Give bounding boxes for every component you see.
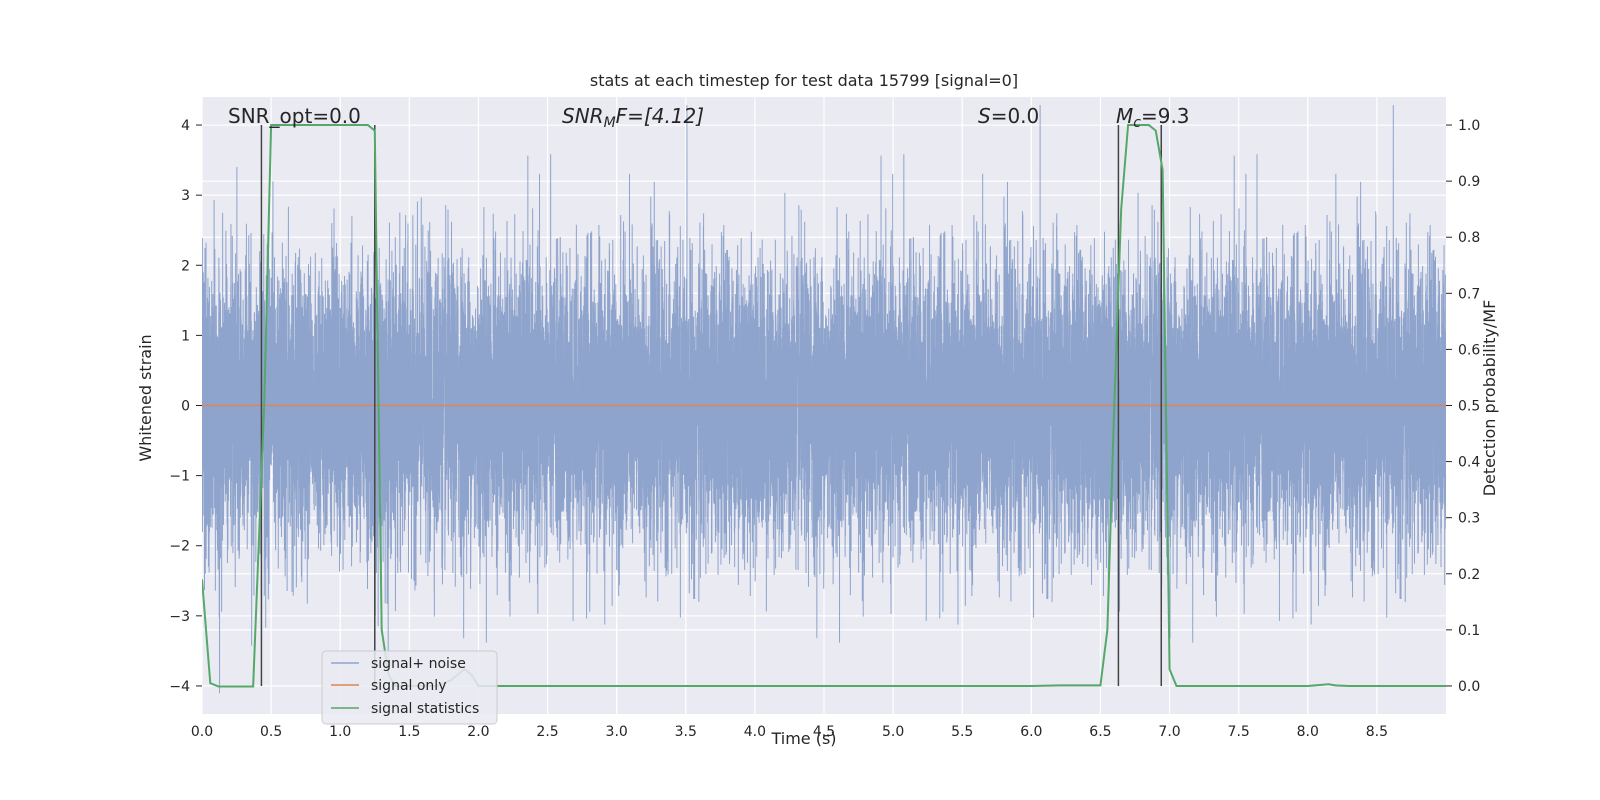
annotation-mc-rest: =9.3 [1141,104,1190,128]
y-right-tick-label: 0.2 [1458,567,1480,583]
y-right-tick-label: 0.0 [1458,679,1480,695]
annotation-snr-mf-base: SNR [562,104,604,128]
legend-label-signal-statistics: signal statistics [371,701,479,717]
x-tick-label: 4.0 [744,724,766,740]
y-right-tick-label: 0.8 [1458,230,1480,246]
x-tick-label: 2.5 [536,724,558,740]
x-tick-label: 0.0 [191,724,213,740]
annotation-snr-mf-rest: F=[4.12] [616,104,704,128]
y-right-tick-label: 0.6 [1458,342,1480,358]
vlines-layer [260,125,1163,686]
annotation-snr-opt: SNR_opt=0.0 [228,104,361,128]
annotation-mc: Mc=9.3 [1116,104,1190,131]
y-tick-label: 2 [181,258,190,274]
series-signal-plus-noise-line [202,105,1446,694]
annotation-mc-sub: c [1133,115,1141,131]
x-tick-label: 1.5 [398,724,420,740]
x-tick-label: 7.5 [1228,724,1250,740]
x-tick-label: 5.0 [882,724,904,740]
y-axis-label-right: Detection probability/MF [1480,300,1499,497]
x-tick-label: 4.5 [813,724,835,740]
x-ticks: 0.0 0.5 1.0 1.5 2.0 2.5 3.0 3.5 4.0 4.5 5.0 5.5 6.0 6… [191,724,1388,740]
x-tick-label: 7.0 [1158,724,1180,740]
annotation-mc-base: M [1116,104,1133,128]
annotation-s-rest: =0.0 [991,104,1040,128]
x-tick-label: 6.5 [1089,724,1111,740]
x-tick-label: 1.0 [329,724,351,740]
annotation-s: S=0.0 [978,104,1039,128]
y-right-tick-label: 0.5 [1458,399,1480,415]
x-tick-label: 2.0 [467,724,489,740]
legend-label-signal-only: signal only [371,678,446,694]
annotation-snr-mf-sub: M [604,115,616,131]
x-tick-label: 3.5 [675,724,697,740]
series-signal-statistics-line [202,124,1446,688]
y-tick-label: 3 [181,188,190,204]
y-ticks-left: 4 3 2 1 0 −1 −2 −3 −4 [169,118,202,695]
y-tick-label: −4 [169,679,190,695]
x-tick-label: 8.5 [1366,724,1388,740]
x-axis-label: Time (s) [770,729,836,748]
y-axis-label-left: Whitened strain [136,334,155,461]
x-tick-label: 6.0 [1020,724,1042,740]
y-right-tick-label: 0.4 [1458,455,1480,471]
y-ticks-right: 1.0 0.9 0.8 0.7 0.6 0.5 0.4 0.3 0.2 0.1 0.0 [1446,118,1480,695]
y-tick-label: −1 [169,469,190,485]
x-tick-label: 3.0 [606,724,628,740]
x-tick-label: 5.5 [951,724,973,740]
y-right-tick-label: 0.9 [1458,174,1480,190]
y-right-tick-label: 0.1 [1458,623,1480,639]
y-right-tick-label: 0.7 [1458,286,1480,302]
x-tick-label: 0.5 [260,724,282,740]
chart-title: stats at each timestep for test data 157… [590,71,1018,90]
y-tick-label: 1 [181,328,190,344]
legend-label-signal-plus-noise: signal+ noise [371,656,466,672]
annotation-snr-mf: SNRMF=[4.12] [562,104,704,131]
legend-box [321,650,498,725]
y-tick-label: −3 [169,609,190,625]
legend: signal+ noise signal only signal statist… [321,650,498,725]
annotation-s-base: S [978,104,991,128]
y-right-tick-label: 1.0 [1458,118,1480,134]
y-tick-label: 0 [181,399,190,415]
y-right-tick-label: 0.3 [1458,511,1480,527]
y-tick-label: −2 [169,539,190,555]
y-tick-label: 4 [181,118,190,134]
x-tick-label: 8.0 [1297,724,1319,740]
